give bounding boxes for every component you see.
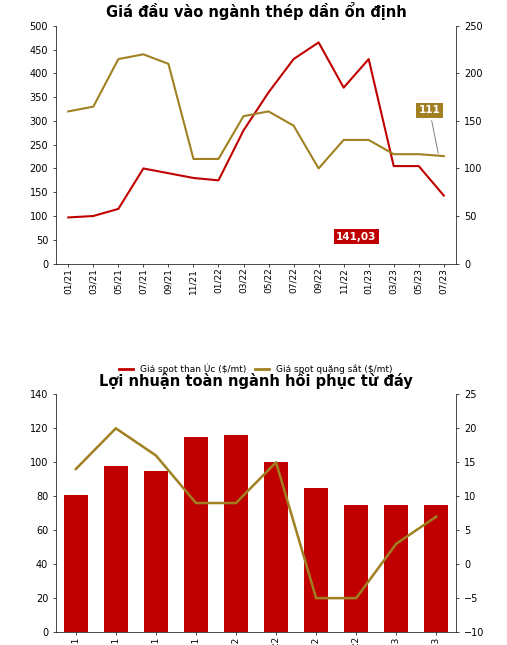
Bar [64,495,88,632]
Bar [184,437,208,632]
Text: Nguồn: TradingEconomics, Agriseco Research tổng hợp: Nguồn: TradingEconomics, Agriseco Resear… [140,403,372,413]
Bar [424,505,448,632]
Bar [304,488,328,632]
Bar [384,505,408,632]
Text: 111: 111 [419,105,441,154]
Text: 141,03: 141,03 [336,232,377,242]
Title: Giá đầu vào ngành thép dần ổn định: Giá đầu vào ngành thép dần ổn định [105,3,407,21]
Bar [144,471,168,632]
Legend: Giá spot than Úc ($/mt), Giá spot quặng sắt ($/mt): Giá spot than Úc ($/mt), Giá spot quặng … [116,360,396,378]
Bar [344,505,368,632]
Bar [224,435,248,632]
Bar [264,462,288,632]
Title: Lợi nhuận toàn ngành hồi phục từ đáy: Lợi nhuận toàn ngành hồi phục từ đáy [99,372,413,389]
Bar [104,466,128,632]
